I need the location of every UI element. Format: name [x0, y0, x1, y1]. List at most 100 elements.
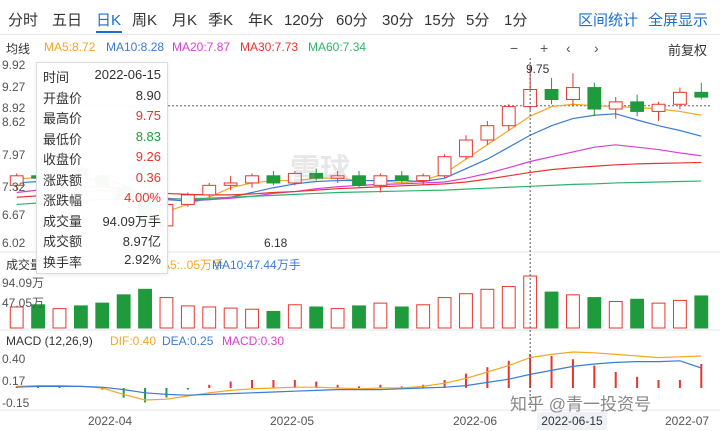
tooltip-value: 94.09万手 — [102, 213, 161, 229]
tooltip-row: 开盘价 8.90 — [43, 88, 161, 108]
tooltip-row: 时间 2022-06-15 — [43, 67, 161, 87]
tab-12[interactable]: 1分 — [504, 12, 528, 29]
candle-body — [373, 175, 388, 186]
candle-body — [587, 87, 602, 110]
volume-bar — [245, 308, 259, 329]
tooltip-key: 收盘价 — [43, 152, 83, 167]
x-label-may: 2022-05 — [270, 414, 315, 428]
volume-bar — [394, 306, 409, 329]
tooltip-key: 成交量 — [43, 213, 83, 229]
tooltip-value: 4.00% — [124, 190, 161, 205]
tooltip-value: 8.90 — [135, 87, 161, 103]
volume-bar — [566, 294, 580, 329]
tooltip-key: 涨跌额 — [43, 172, 83, 188]
tooltip-row: 最高价 9.75 — [43, 108, 161, 128]
zoom-in-button[interactable]: + — [540, 40, 549, 56]
high-price-marker: 9.75 — [526, 62, 550, 76]
volume-axis-mid: 47.05万 — [2, 296, 45, 310]
candle-body — [223, 182, 238, 186]
volume-bar — [480, 288, 495, 329]
tab-1[interactable]: 五日 — [52, 12, 83, 29]
price-axis-label-4: 7.97 — [2, 148, 26, 162]
macd-axis-mid: 0.17 — [2, 374, 26, 388]
volume-ma10-label: MA10:47.44万手 — [212, 258, 301, 272]
x-label-jun: 2022-06 — [453, 414, 498, 428]
volume-bar — [352, 305, 366, 329]
tab-8[interactable]: 60分 — [336, 12, 368, 29]
volume-bar — [672, 299, 687, 329]
volume-bar — [202, 306, 217, 329]
volume-bar — [73, 305, 88, 329]
price-axis-label-6: 6.67 — [2, 208, 26, 222]
x-label-jul: 2022-07 — [665, 414, 710, 428]
price-axis-label-1: 9.27 — [2, 80, 26, 94]
scroll-left-button[interactable]: ‹ — [566, 40, 571, 56]
tab-10[interactable]: 15分 — [424, 12, 456, 29]
volume-bar — [180, 305, 195, 329]
candle-body — [523, 88, 538, 108]
macd-axis-bottom: -0.15 — [2, 396, 30, 410]
tooltip-value: 2.92% — [124, 251, 161, 267]
candle-body — [694, 91, 709, 98]
tab-7[interactable]: 120分 — [284, 12, 325, 29]
tooltip-key: 时间 — [43, 70, 70, 85]
period-tabs: 分时 五日 日K 周K 月K 季K 年K 120分 60分 30分 15分 5分 1分 区间统计 全屏显… — [0, 0, 720, 35]
volume-bar — [373, 302, 388, 329]
macd-dea-label: DEA:0.25 — [162, 334, 214, 348]
candle-tooltip: 时间 2022-06-15 开盘价 8.90 最高价 9.75 最低价 8.83 收盘价 9.26… — [36, 62, 168, 274]
candle-body — [245, 175, 259, 184]
candle-body — [672, 91, 687, 105]
volume-bar — [608, 300, 623, 329]
candle-body — [416, 175, 431, 182]
candle-body — [352, 175, 366, 186]
tab-9[interactable]: 30分 — [382, 12, 414, 29]
tab-5[interactable]: 季K — [208, 12, 234, 29]
zhihu-watermark: 知乎 @青一投资号 — [510, 395, 651, 414]
tooltip-value: 8.97亿 — [122, 234, 161, 249]
scroll-right-button[interactable]: › — [594, 40, 599, 56]
candle-body — [266, 175, 281, 184]
candle-body — [480, 125, 495, 141]
volume-bar — [52, 308, 67, 329]
tab-0[interactable]: 分时 — [8, 12, 39, 29]
volume-bar — [138, 288, 152, 329]
candle-body — [566, 87, 580, 100]
volume-bar — [501, 286, 516, 329]
price-adjust-button[interactable]: 前复权 — [668, 43, 708, 58]
volume-bar — [416, 304, 431, 329]
interval-stats-button[interactable]: 区间统计 — [578, 12, 639, 29]
ma-legend-0: MA5:8.72 — [44, 40, 96, 54]
tooltip-row: 成交量 94.09万手 — [43, 211, 161, 231]
tooltip-value: 9.75 — [135, 108, 161, 123]
tab-3[interactable]: 周K — [132, 12, 158, 29]
tab-2[interactable]: 日K — [96, 12, 122, 29]
candle-body — [459, 139, 473, 158]
price-axis-label-5: 7.32 — [2, 180, 26, 194]
candle-body — [180, 194, 195, 205]
x-label-apr: 2022-04 — [88, 414, 133, 428]
tab-6[interactable]: 年K — [248, 12, 274, 29]
fullscreen-button[interactable]: 全屏显示 — [648, 12, 709, 29]
price-axis-label-2: 8.92 — [2, 101, 26, 115]
price-axis-label-7: 6.02 — [2, 236, 26, 250]
tooltip-key: 成交额 — [43, 234, 83, 249]
volume-bar — [266, 310, 281, 329]
candle-body — [394, 175, 409, 182]
ma-legend-1: MA10:8.28 — [106, 40, 165, 54]
volume-bar — [459, 293, 473, 329]
volume-bar — [330, 308, 345, 329]
tooltip-value: 9.26 — [135, 149, 161, 164]
candle-body — [437, 156, 452, 177]
candle-body — [202, 184, 217, 196]
macd-axis-top: 0.40 — [2, 352, 26, 366]
macd-title: MACD (12,26,9) — [6, 334, 93, 348]
tooltip-row: 涨跌额 0.36 — [43, 170, 161, 190]
tooltip-row: 成交额 8.97亿 — [43, 231, 161, 251]
macd-dif-label: DIF:0.40 — [110, 334, 157, 348]
price-axis-label-0: 9.92 — [2, 58, 26, 72]
low-price-marker: 6.18 — [264, 236, 288, 250]
tooltip-value: 2022-06-15 — [94, 67, 162, 82]
tab-11[interactable]: 5分 — [466, 12, 490, 29]
zoom-out-button[interactable]: − — [510, 40, 519, 56]
tab-4[interactable]: 月K — [172, 12, 198, 29]
